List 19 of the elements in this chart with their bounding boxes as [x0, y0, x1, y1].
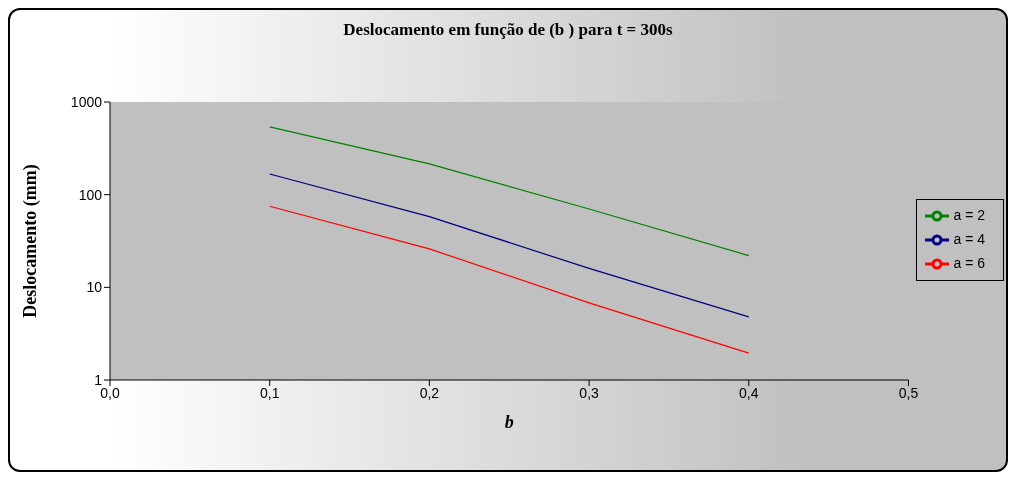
x-tick-label: 0,5	[898, 384, 919, 401]
line-series	[269, 173, 750, 318]
x-axis-title: b	[504, 412, 514, 432]
x-tick-label: 0,2	[419, 384, 440, 401]
y-tick-label: 1000	[70, 93, 103, 110]
legend-label: a = 6	[953, 254, 985, 271]
y-axis-title: Deslocamento (mm)	[20, 164, 42, 318]
line-series	[269, 205, 750, 354]
chart-title: Deslocamento em função de (b ) para t = 300s	[342, 20, 674, 40]
x-tick-label: 0,3	[579, 384, 600, 401]
x-tick-label: 0,1	[259, 384, 280, 401]
x-tick-label: 0,0	[100, 384, 120, 401]
y-tick-label: 100	[78, 186, 103, 203]
y-tick-label: 10	[86, 279, 103, 296]
x-tick-label: 0,4	[739, 384, 759, 401]
y-tick-label: 1	[94, 371, 103, 388]
line-series	[269, 126, 750, 257]
legend-label: a = 4	[953, 230, 985, 247]
legend-label: a = 2	[953, 206, 985, 223]
